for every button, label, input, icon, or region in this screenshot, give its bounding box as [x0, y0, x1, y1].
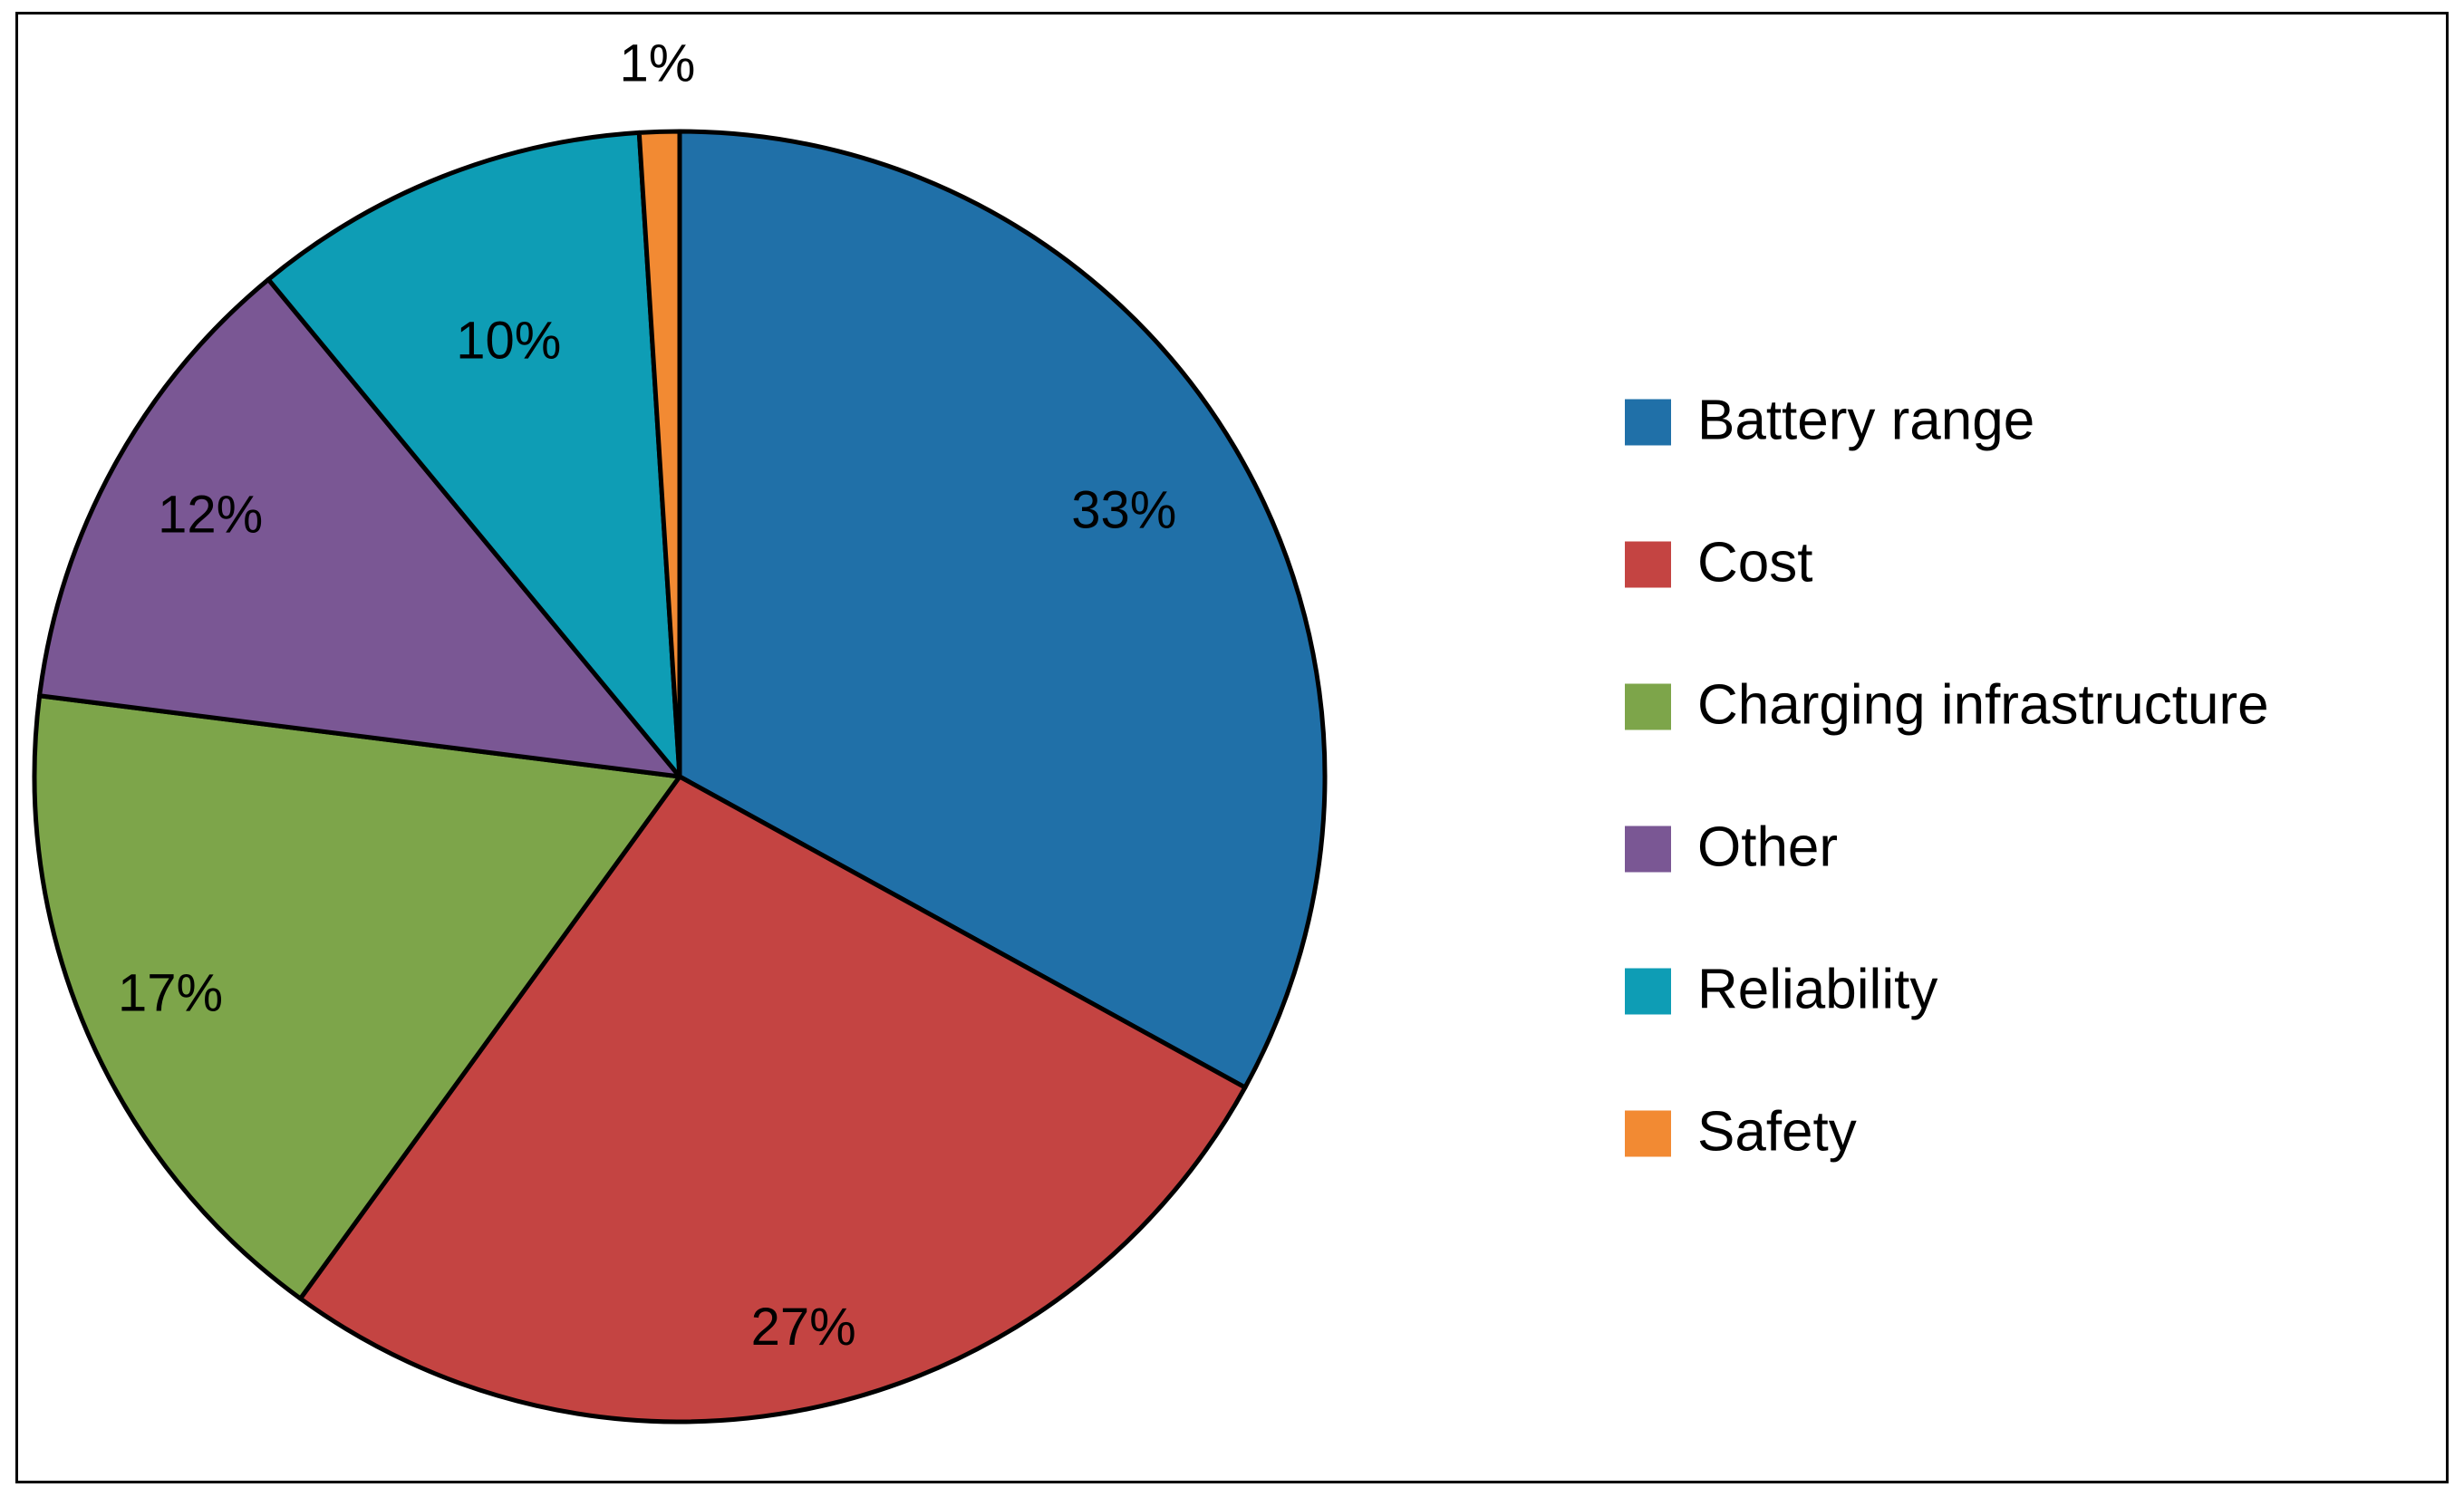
legend-item-cost: Cost [1625, 531, 1812, 594]
pie-slice-reliability [266, 130, 682, 779]
legend-label-charging-infrastructure: Charging infrastructure [1697, 673, 2269, 736]
legend-label-safety: Safety [1697, 1100, 1857, 1163]
legend-swatch-battery-range [1625, 399, 1671, 446]
legend-label-cost: Cost [1697, 531, 1812, 594]
legend-item-other: Other [1625, 816, 1838, 878]
pie-slice-safety [636, 129, 682, 779]
legend-label-reliability: Reliability [1697, 958, 1937, 1020]
data-label-safety: 1% [619, 34, 695, 93]
data-label-other: 12% [158, 486, 263, 545]
data-label-battery-range: 33% [1071, 480, 1176, 539]
legend-swatch-charging-infrastructure [1625, 683, 1671, 730]
legend-swatch-other [1625, 826, 1671, 873]
legend-label-other: Other [1697, 816, 1838, 878]
pie-slice-cost [297, 774, 1248, 1425]
data-label-charging-infrastructure: 17% [118, 964, 223, 1023]
data-label-cost: 27% [751, 1298, 856, 1357]
pie-slices [32, 129, 1328, 1425]
data-label-reliability: 10% [456, 312, 561, 371]
pie-slice-charging-infrastructure [32, 693, 682, 1301]
legend: Battery range Cost Charging infrastructure… [1625, 389, 2269, 1163]
legend-swatch-cost [1625, 541, 1671, 588]
legend-swatch-reliability [1625, 968, 1671, 1015]
legend-item-reliability: Reliability [1625, 958, 1937, 1020]
legend-swatch-safety [1625, 1110, 1671, 1157]
pie-slice-other [37, 276, 682, 779]
legend-item-charging-infrastructure: Charging infrastructure [1625, 673, 2269, 736]
legend-item-battery-range: Battery range [1625, 389, 2034, 451]
legend-item-safety: Safety [1625, 1100, 1857, 1163]
legend-label-battery-range: Battery range [1697, 389, 2034, 451]
pie-data-labels: 33% 27% 17% 12% 10% 1% [118, 34, 1176, 1357]
pie-slice-battery-range [677, 129, 1328, 1090]
